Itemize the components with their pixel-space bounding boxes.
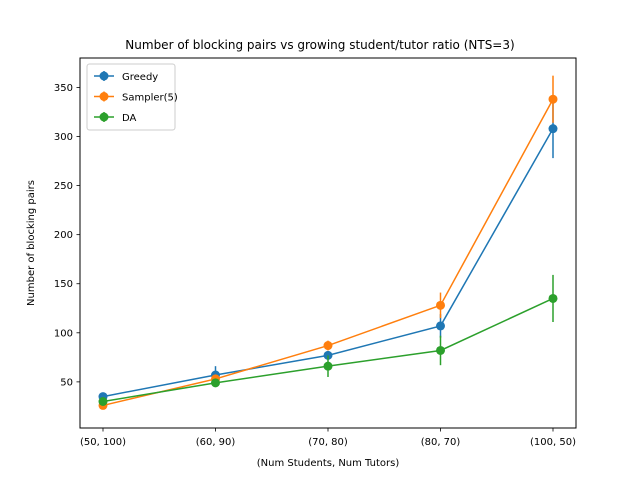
legend-item: Greedy [94,71,158,83]
data-point [548,94,558,104]
x-axis-title: (Num Students, Num Tutors) [257,458,400,469]
legend-item: Sampler(5) [94,91,178,104]
y-tick-label: 200 [54,230,73,241]
legend-box [86,63,176,131]
data-point [323,341,333,351]
x-tick-label: (70, 80) [308,437,348,448]
y-tick-label: 100 [54,328,73,339]
data-point [548,124,558,134]
plot-area [98,75,558,410]
y-tick-label: 250 [54,181,73,192]
x-tick-label: (100, 50) [530,437,576,448]
data-point [548,293,558,303]
y-axis-title: Number of blocking pairs [26,180,37,306]
legend-label: DA [122,113,137,124]
x-tick-label: (50, 100) [80,437,126,448]
data-point [98,397,108,407]
data-point [436,345,445,355]
data-point [436,321,445,331]
y-tick-label: 300 [54,132,73,143]
legend-label: Sampler(5) [122,93,178,104]
legend-item: DA [94,112,137,124]
x-tick-label: (60, 90) [196,437,236,448]
y-tick-label: 50 [60,377,73,388]
y-tick-label: 150 [54,279,73,290]
y-tick-label: 350 [54,83,73,94]
y-axis: 50 100 150 200 250 300 350 [54,83,80,388]
data-point [211,378,220,388]
legend-marker [99,71,109,81]
series-da [98,274,558,407]
legend-marker [99,92,109,101]
legend: Greedy Sampler(5) DA [86,63,178,131]
x-tick-label: (80, 70) [421,437,461,448]
x-axis: (50, 100) (60, 90) (70, 80) (80, 70) (100, 5… [80,428,576,448]
legend-label: Greedy [122,72,158,83]
data-point [436,300,445,310]
legend-marker [99,112,109,122]
chart-title: Number of blocking pairs vs growing stud… [125,38,514,52]
data-point [323,361,333,371]
